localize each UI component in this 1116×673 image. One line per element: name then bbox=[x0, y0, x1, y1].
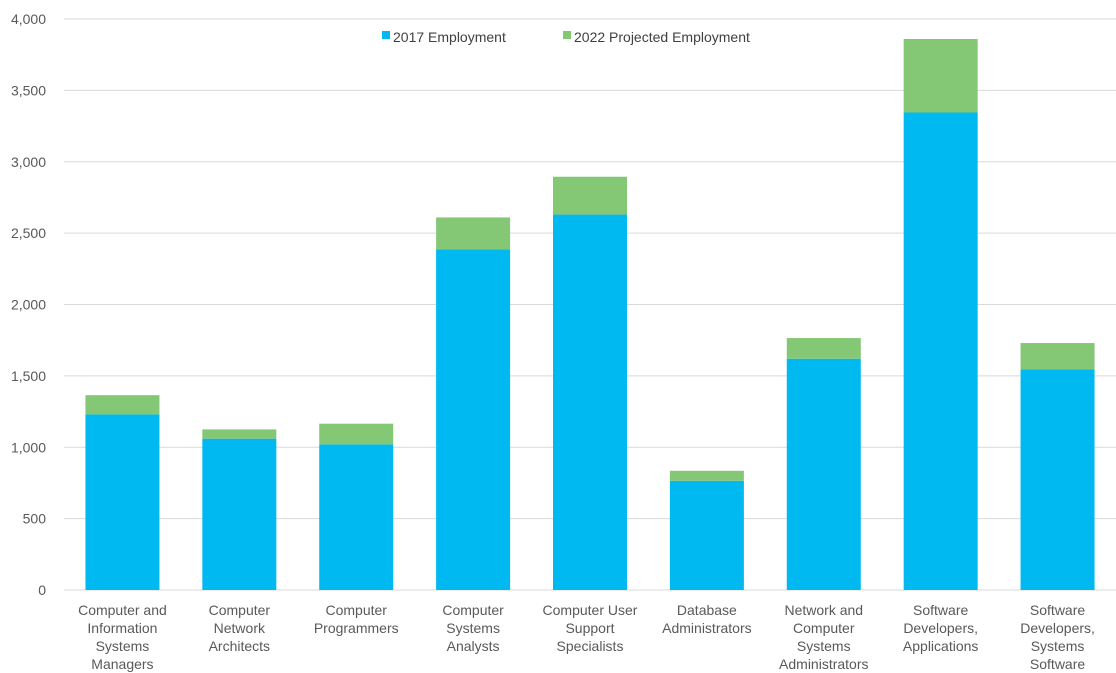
x-category-label-line: Systems bbox=[797, 638, 851, 654]
y-tick-label: 2,500 bbox=[11, 225, 46, 241]
bar-2017-employment bbox=[669, 480, 744, 590]
y-tick-label: 2,000 bbox=[11, 297, 46, 313]
bar-2022-projected-employment bbox=[553, 176, 627, 215]
x-category-label-line: Architects bbox=[209, 638, 270, 654]
y-tick-label: 500 bbox=[23, 511, 47, 527]
x-category-label: Computer Programmers bbox=[314, 602, 399, 636]
x-category-label-line: Specialists bbox=[557, 638, 624, 654]
x-category-label-line: Database bbox=[677, 602, 737, 618]
legend-swatch-2017-employment bbox=[382, 31, 390, 39]
y-tick-label: 0 bbox=[38, 582, 46, 598]
x-category-label: Software Developers, Systems Software bbox=[1020, 602, 1095, 672]
x-category-label-line: Computer bbox=[793, 620, 855, 636]
bar-2017-employment bbox=[903, 112, 978, 590]
y-tick-label: 3,000 bbox=[11, 154, 46, 170]
x-category-label: Computer User Support Specialists bbox=[543, 602, 638, 654]
x-category-label-line: Support bbox=[565, 620, 614, 636]
x-category-label-line: Applications bbox=[903, 638, 979, 654]
bar-2017-employment bbox=[85, 414, 160, 590]
x-category-label-line: Information bbox=[87, 620, 157, 636]
bar-2017-employment bbox=[319, 444, 394, 590]
x-category-label: Computer and Information Systems Managers bbox=[78, 602, 167, 672]
legend-label-2022-projected-employment: 2022 Projected Employment bbox=[574, 29, 750, 45]
x-category-label-line: Computer bbox=[209, 602, 271, 618]
x-category-label: Software Developers, Applications bbox=[903, 602, 979, 654]
legend-label-2017-employment: 2017 Employment bbox=[393, 29, 506, 45]
x-category-label-line: Managers bbox=[91, 656, 153, 672]
x-axis-category-labels: Computer and Information Systems ManagersCo… bbox=[78, 602, 1095, 672]
bar-2022-projected-employment bbox=[436, 217, 511, 250]
bar-2017-employment bbox=[786, 358, 861, 590]
y-axis-ticks: 0 500 1,000 1,500 2,000 2,500 3,000 3,500 4,000 bbox=[11, 11, 46, 598]
bar-2017-employment bbox=[1020, 369, 1095, 590]
bar-2017-employment bbox=[553, 214, 627, 590]
x-category-label-line: Software bbox=[1030, 656, 1085, 672]
x-category-label-line: Programmers bbox=[314, 620, 399, 636]
bars bbox=[85, 38, 1095, 590]
x-category-label-line: Network bbox=[214, 620, 266, 636]
x-category-label-line: Software bbox=[1030, 602, 1085, 618]
bar-2022-projected-employment bbox=[202, 429, 277, 439]
legend: 2017 Employment 2022 Projected Employmen… bbox=[382, 29, 750, 45]
bar-2022-projected-employment bbox=[903, 38, 978, 113]
x-category-label-line: Computer bbox=[325, 602, 387, 618]
x-category-label: Computer Systems Analysts bbox=[442, 602, 504, 654]
x-category-label-line: Software bbox=[913, 602, 968, 618]
bar-2022-projected-employment bbox=[85, 395, 160, 415]
legend-swatch-2022-projected-employment bbox=[563, 31, 571, 39]
bar-2017-employment bbox=[202, 438, 277, 590]
x-category-label-line: Developers, bbox=[1020, 620, 1095, 636]
y-tick-label: 1,500 bbox=[11, 368, 46, 384]
bar-2022-projected-employment bbox=[1020, 343, 1095, 370]
x-category-label-line: Systems bbox=[1031, 638, 1085, 654]
x-category-label: Computer Network Architects bbox=[209, 602, 271, 654]
x-category-label-line: Analysts bbox=[447, 638, 500, 654]
bar-2022-projected-employment bbox=[669, 470, 744, 481]
x-category-label-line: Network and bbox=[784, 602, 863, 618]
x-category-label-line: Administrators bbox=[662, 620, 751, 636]
y-tick-label: 1,000 bbox=[11, 439, 46, 455]
bar-2022-projected-employment bbox=[319, 423, 394, 445]
x-category-label-line: Administrators bbox=[779, 656, 868, 672]
x-category-label-line: Computer bbox=[442, 602, 504, 618]
x-category-label: Network and Computer Systems Administrators bbox=[779, 602, 868, 672]
x-category-label-line: Developers, bbox=[903, 620, 978, 636]
bar-2017-employment bbox=[436, 249, 511, 590]
x-category-label-line: Systems bbox=[96, 638, 150, 654]
y-tick-label: 3,500 bbox=[11, 82, 46, 98]
y-tick-label: 4,000 bbox=[11, 11, 46, 27]
x-category-label: Database Administrators bbox=[662, 602, 751, 636]
x-category-label-line: Computer User bbox=[543, 602, 638, 618]
bar-2022-projected-employment bbox=[786, 338, 861, 359]
x-category-label-line: Systems bbox=[446, 620, 500, 636]
x-category-label-line: Computer and bbox=[78, 602, 167, 618]
